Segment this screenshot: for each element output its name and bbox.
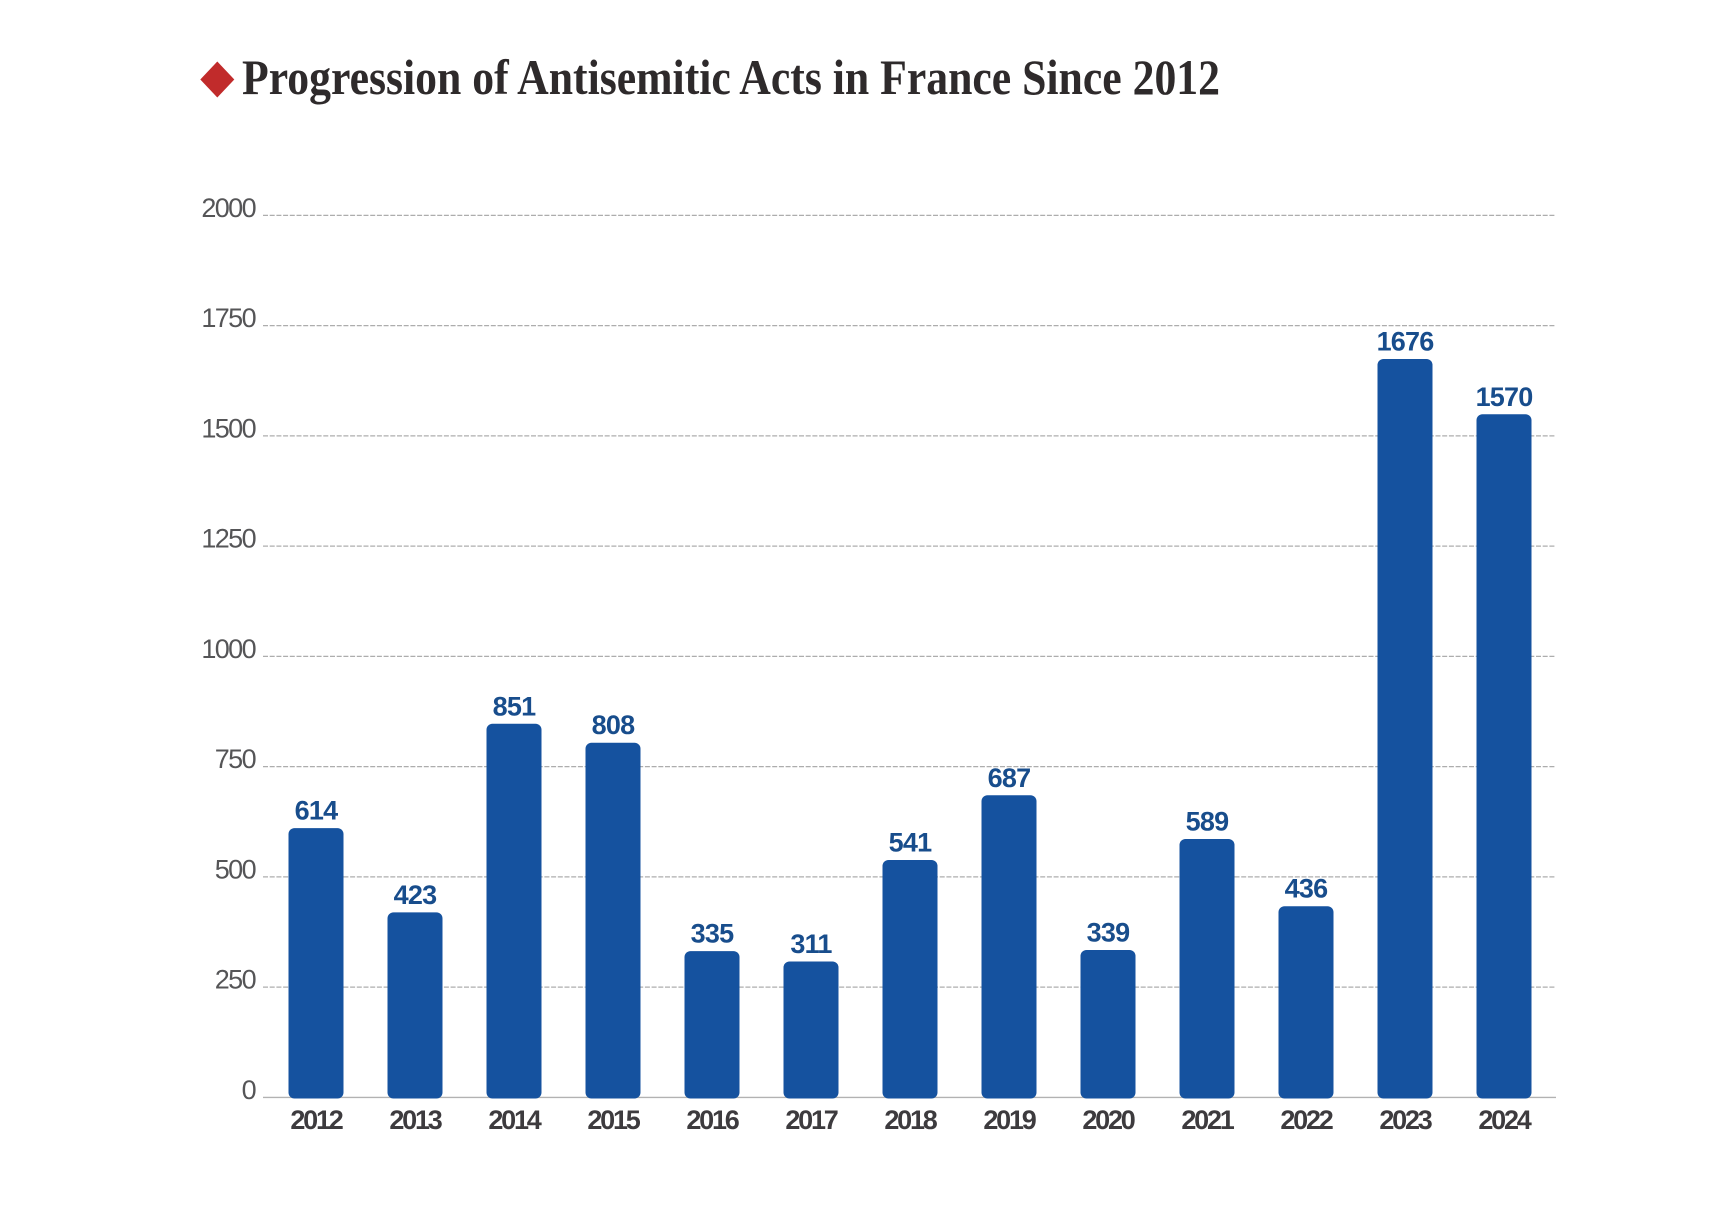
svg-text:808: 808 bbox=[592, 710, 635, 740]
svg-text:1250: 1250 bbox=[201, 524, 255, 554]
svg-text:339: 339 bbox=[1087, 918, 1130, 948]
svg-text:589: 589 bbox=[1186, 807, 1229, 837]
svg-text:1500: 1500 bbox=[201, 413, 255, 443]
svg-text:2015: 2015 bbox=[587, 1105, 640, 1135]
svg-text:1000: 1000 bbox=[201, 634, 255, 664]
svg-text:2016: 2016 bbox=[686, 1105, 739, 1135]
svg-text:2020: 2020 bbox=[1082, 1105, 1134, 1135]
svg-text:2017: 2017 bbox=[785, 1105, 837, 1135]
svg-text:750: 750 bbox=[215, 744, 256, 774]
svg-text:Progression of Antisemitic Act: Progression of Antisemitic Acts in Franc… bbox=[242, 49, 1220, 105]
svg-text:2013: 2013 bbox=[389, 1105, 442, 1135]
svg-text:2014: 2014 bbox=[488, 1105, 541, 1135]
svg-text:1750: 1750 bbox=[201, 303, 255, 333]
svg-text:2018: 2018 bbox=[884, 1105, 937, 1135]
svg-text:335: 335 bbox=[691, 919, 734, 949]
svg-text:2019: 2019 bbox=[983, 1105, 1036, 1135]
svg-text:500: 500 bbox=[215, 854, 256, 884]
svg-text:2021: 2021 bbox=[1181, 1105, 1234, 1135]
svg-text:851: 851 bbox=[493, 691, 536, 721]
svg-text:2022: 2022 bbox=[1280, 1105, 1332, 1135]
svg-text:687: 687 bbox=[988, 763, 1031, 793]
svg-text:2023: 2023 bbox=[1379, 1105, 1432, 1135]
svg-text:2012: 2012 bbox=[290, 1105, 342, 1135]
svg-text:311: 311 bbox=[790, 929, 832, 959]
svg-text:1570: 1570 bbox=[1476, 382, 1533, 412]
svg-text:1676: 1676 bbox=[1377, 327, 1435, 357]
svg-text:2000: 2000 bbox=[201, 193, 255, 223]
svg-text:541: 541 bbox=[889, 828, 932, 858]
svg-text:423: 423 bbox=[394, 880, 437, 910]
svg-text:614: 614 bbox=[295, 796, 338, 826]
svg-text:250: 250 bbox=[215, 965, 256, 995]
svg-text:436: 436 bbox=[1285, 874, 1328, 904]
svg-text:0: 0 bbox=[242, 1075, 256, 1105]
svg-text:2024: 2024 bbox=[1478, 1105, 1531, 1135]
